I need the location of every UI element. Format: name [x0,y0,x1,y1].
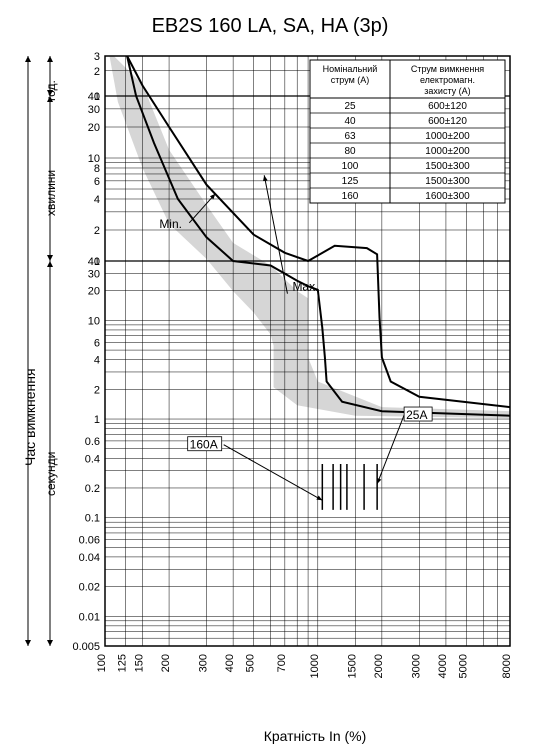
chart-title: EB2S 160 LA, SA, HA (3p) [10,15,530,38]
y-tick-label: 40 [88,256,100,268]
y-tick-label: 0.4 [85,453,100,465]
y-tick-label: 0.005 [72,641,100,653]
y-tick-label: 30 [88,268,100,280]
table-cell: 125 [342,176,359,187]
annotation-25a: 25A [406,408,427,422]
x-tick-label: 125 [117,654,129,672]
x-tick-label: 700 [276,654,288,672]
x-tick-label: 3000 [410,654,422,678]
y-tick-label: 10 [88,315,100,327]
y-tick-label: 2 [94,225,100,237]
y-tick-label: 6 [94,176,100,188]
table-header: електромагн. [420,75,475,85]
y-tick-label: 0.02 [79,582,100,594]
y-tick-label: 6 [94,337,100,349]
y-tick-label: 2 [94,66,100,78]
x-tick-label: 2000 [373,654,385,678]
table-cell: 1500±300 [425,161,470,172]
y-tick-label: 0.1 [85,513,100,525]
table-header: захисту (А) [424,86,470,96]
x-tick-label: 150 [133,654,145,672]
x-tick-label: 5000 [458,654,470,678]
table-cell: 600±120 [428,116,467,127]
y-section-minutes: хвилини [44,170,58,216]
x-tick-label: 500 [245,654,257,672]
y-tick-label: 30 [88,104,100,116]
x-tick-label: 1500 [346,654,358,678]
table-cell: 600±120 [428,101,467,112]
y-axis-label: Час вимкнення [22,368,38,466]
y-tick-label: 4 [94,194,100,206]
table-cell: 1000±200 [425,131,470,142]
x-tick-label: 300 [198,654,210,672]
x-tick-label: 100 [96,654,108,672]
table-cell: 80 [344,146,356,157]
table-cell: 1500±300 [425,176,470,187]
x-axis-label: Кратність In (%) [10,728,530,744]
y-tick-label: 20 [88,122,100,134]
table-header: струм (А) [331,75,370,85]
y-tick-label: 10 [88,153,100,165]
table-cell: 40 [344,116,356,127]
y-tick-label: 0.04 [79,552,100,564]
annotation-max: Max. [292,280,318,294]
y-tick-label: 40 [88,91,100,103]
annotation-arrow [224,445,323,501]
table-cell: 25 [344,101,356,112]
y-tick-label: 0.2 [85,483,100,495]
annotation-min: Min. [159,217,182,231]
chart-container: Час вимкнення год. хвилини секунди 1 2 3 12… [10,46,530,726]
x-tick-label: 8000 [501,654,513,678]
table-header: Струм вимкнення [411,64,484,74]
y-section-seconds: секунди [44,452,58,496]
y-tick-label: 1 [94,414,100,426]
y-tick-label: 4 [94,355,100,367]
table-cell: 1000±200 [425,146,470,157]
annotation-160a: 160A [190,438,218,452]
y-section-hours: год. [44,80,58,101]
y-tick-label: 2 [94,384,100,396]
x-tick-label: 200 [160,654,172,672]
x-tick-label: 4000 [437,654,449,678]
x-tick-label: 1000 [309,654,321,678]
trip-curve-chart: 12312468102030400.0050.010.020.040.060.1… [10,46,530,706]
table-header: Номінальний [323,64,378,74]
table-cell: 160 [342,191,359,202]
y-tick-label: 0.06 [79,535,100,547]
y-tick-label: 20 [88,286,100,298]
x-tick-label: 400 [224,654,236,672]
table-cell: 1600±300 [425,191,470,202]
y-tick-label: 0.6 [85,436,100,448]
y-tick-label: 3 [94,51,100,63]
y-tick-label: 0.01 [79,611,100,623]
annotation-arrow [377,415,404,484]
table-cell: 63 [344,131,356,142]
table-cell: 100 [342,161,359,172]
